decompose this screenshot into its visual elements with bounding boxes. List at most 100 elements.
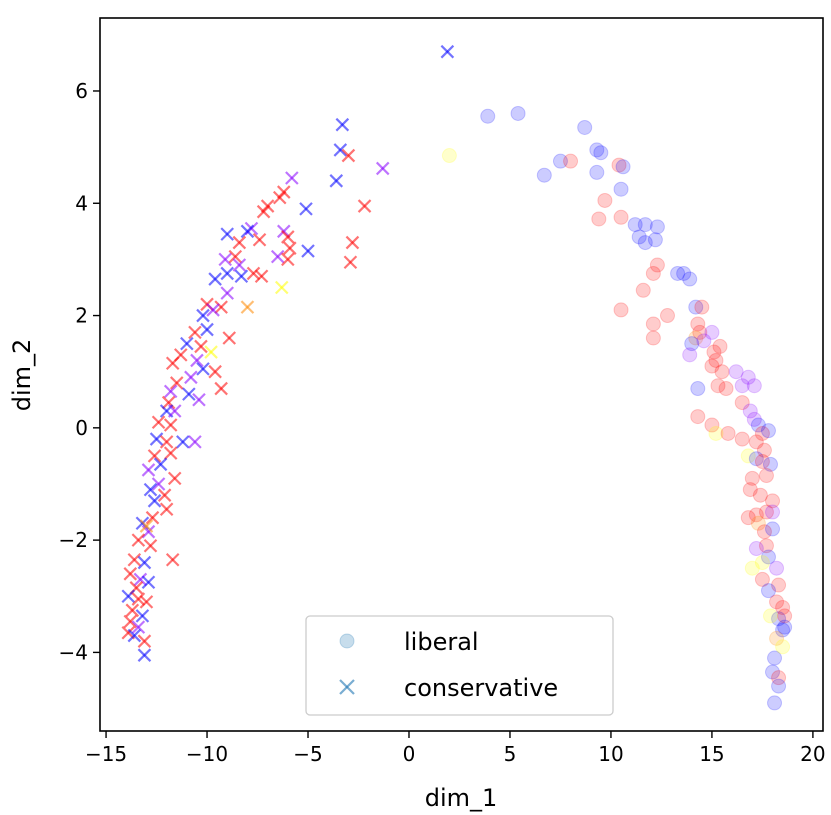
- liberal-point: [765, 504, 781, 520]
- liberal-point: [756, 524, 772, 540]
- x-tick-label: 15: [699, 742, 724, 766]
- liberal-point: [645, 265, 661, 281]
- conservative-point: [190, 353, 204, 368]
- liberal-point: [712, 338, 728, 354]
- conservative-point: [232, 258, 247, 272]
- conservative-point: [188, 435, 202, 449]
- conservative-point: [333, 143, 348, 157]
- conservative-point: [141, 575, 156, 590]
- conservative-point: [274, 280, 289, 295]
- x-tick-label: 20: [800, 742, 825, 766]
- liberal-point: [744, 560, 760, 576]
- liberal-point: [769, 594, 785, 610]
- conservative-point: [139, 519, 154, 533]
- x-axis-label: dim_1: [425, 784, 498, 812]
- liberal-point: [637, 235, 653, 251]
- liberal-point: [613, 209, 629, 225]
- liberal-point: [771, 678, 787, 694]
- liberal-point: [765, 664, 781, 680]
- conservative-point: [260, 199, 275, 213]
- x-tick-label: 10: [598, 742, 623, 766]
- liberal-point: [762, 456, 778, 472]
- liberal-point: [708, 425, 724, 441]
- liberal-point: [775, 622, 791, 638]
- liberal-point: [744, 470, 760, 486]
- y-tick-label: 4: [75, 191, 88, 215]
- conservative-point: [196, 308, 210, 323]
- liberal-point: [597, 192, 613, 208]
- conservative-point: [143, 482, 158, 497]
- conservative-point: [131, 592, 146, 606]
- conservative-point: [163, 418, 178, 432]
- conservative-point: [200, 322, 214, 337]
- liberal-point: [645, 330, 661, 346]
- conservative-point: [151, 477, 166, 491]
- liberal-point: [752, 487, 768, 503]
- liberal-point: [637, 217, 653, 233]
- conservative-point: [220, 227, 235, 241]
- liberal-point: [627, 217, 643, 233]
- conservative-point: [161, 395, 176, 410]
- conservative-point: [240, 300, 255, 314]
- y-tick-label: 0: [75, 416, 88, 440]
- conservative-point: [246, 266, 261, 281]
- conservative-point: [151, 415, 166, 429]
- y-tick-label: 6: [75, 79, 88, 103]
- conservative-point: [283, 241, 297, 255]
- x-axis: −15 −10 −5 0 5 10 15 20: [85, 731, 826, 766]
- liberal-point: [754, 555, 770, 571]
- liberal-point: [684, 336, 700, 352]
- conservative-point: [440, 44, 455, 59]
- conservative-point: [137, 634, 152, 648]
- liberal-point: [659, 308, 675, 324]
- liberal-point: [676, 265, 692, 281]
- liberal-point: [742, 482, 758, 498]
- conservative-point: [277, 224, 291, 239]
- x-tick-label: −15: [85, 742, 127, 766]
- liberal-point: [762, 608, 778, 624]
- conservative-point: [135, 609, 150, 623]
- liberal-point: [740, 448, 756, 464]
- liberal-point: [754, 454, 770, 470]
- liberal-point: [694, 299, 710, 315]
- plot-frame: [99, 17, 824, 732]
- y-axis-label: dim_2: [8, 339, 36, 412]
- conservative-point: [184, 370, 198, 385]
- points-layer: [121, 44, 793, 711]
- conservative-point: [167, 404, 182, 418]
- conservative-point: [123, 567, 138, 581]
- y-tick-label: 2: [75, 304, 88, 328]
- liberal-point: [748, 507, 764, 523]
- conservative-point: [357, 199, 372, 213]
- liberal-point: [613, 181, 629, 197]
- liberal-point: [536, 167, 552, 183]
- liberal-point: [635, 282, 651, 298]
- conservative-point: [153, 457, 168, 472]
- conservative-point: [159, 435, 174, 449]
- y-tick-label: −2: [59, 528, 88, 552]
- liberal-point: [728, 364, 744, 380]
- conservative-point: [272, 190, 287, 205]
- liberal-point: [754, 425, 770, 441]
- conservative-point: [147, 449, 162, 463]
- liberal-point: [734, 378, 750, 394]
- conservative-point: [149, 432, 164, 446]
- conservative-point: [335, 117, 350, 132]
- liberal-point: [589, 142, 605, 158]
- conservative-point: [281, 252, 295, 267]
- conservative-point: [285, 171, 299, 185]
- legend-label-conservative: conservative: [404, 674, 558, 702]
- conservative-point: [218, 252, 232, 267]
- conservative-point: [125, 603, 140, 618]
- conservative-point: [343, 255, 358, 269]
- liberal-point: [756, 442, 772, 458]
- liberal-point: [754, 571, 770, 587]
- conservative-point: [141, 463, 156, 477]
- liberal-point: [771, 611, 787, 627]
- conservative-point: [143, 538, 158, 553]
- conservative-point: [329, 174, 344, 188]
- liberal-point: [563, 153, 579, 169]
- conservative-point: [192, 392, 206, 407]
- liberal-point: [734, 431, 750, 447]
